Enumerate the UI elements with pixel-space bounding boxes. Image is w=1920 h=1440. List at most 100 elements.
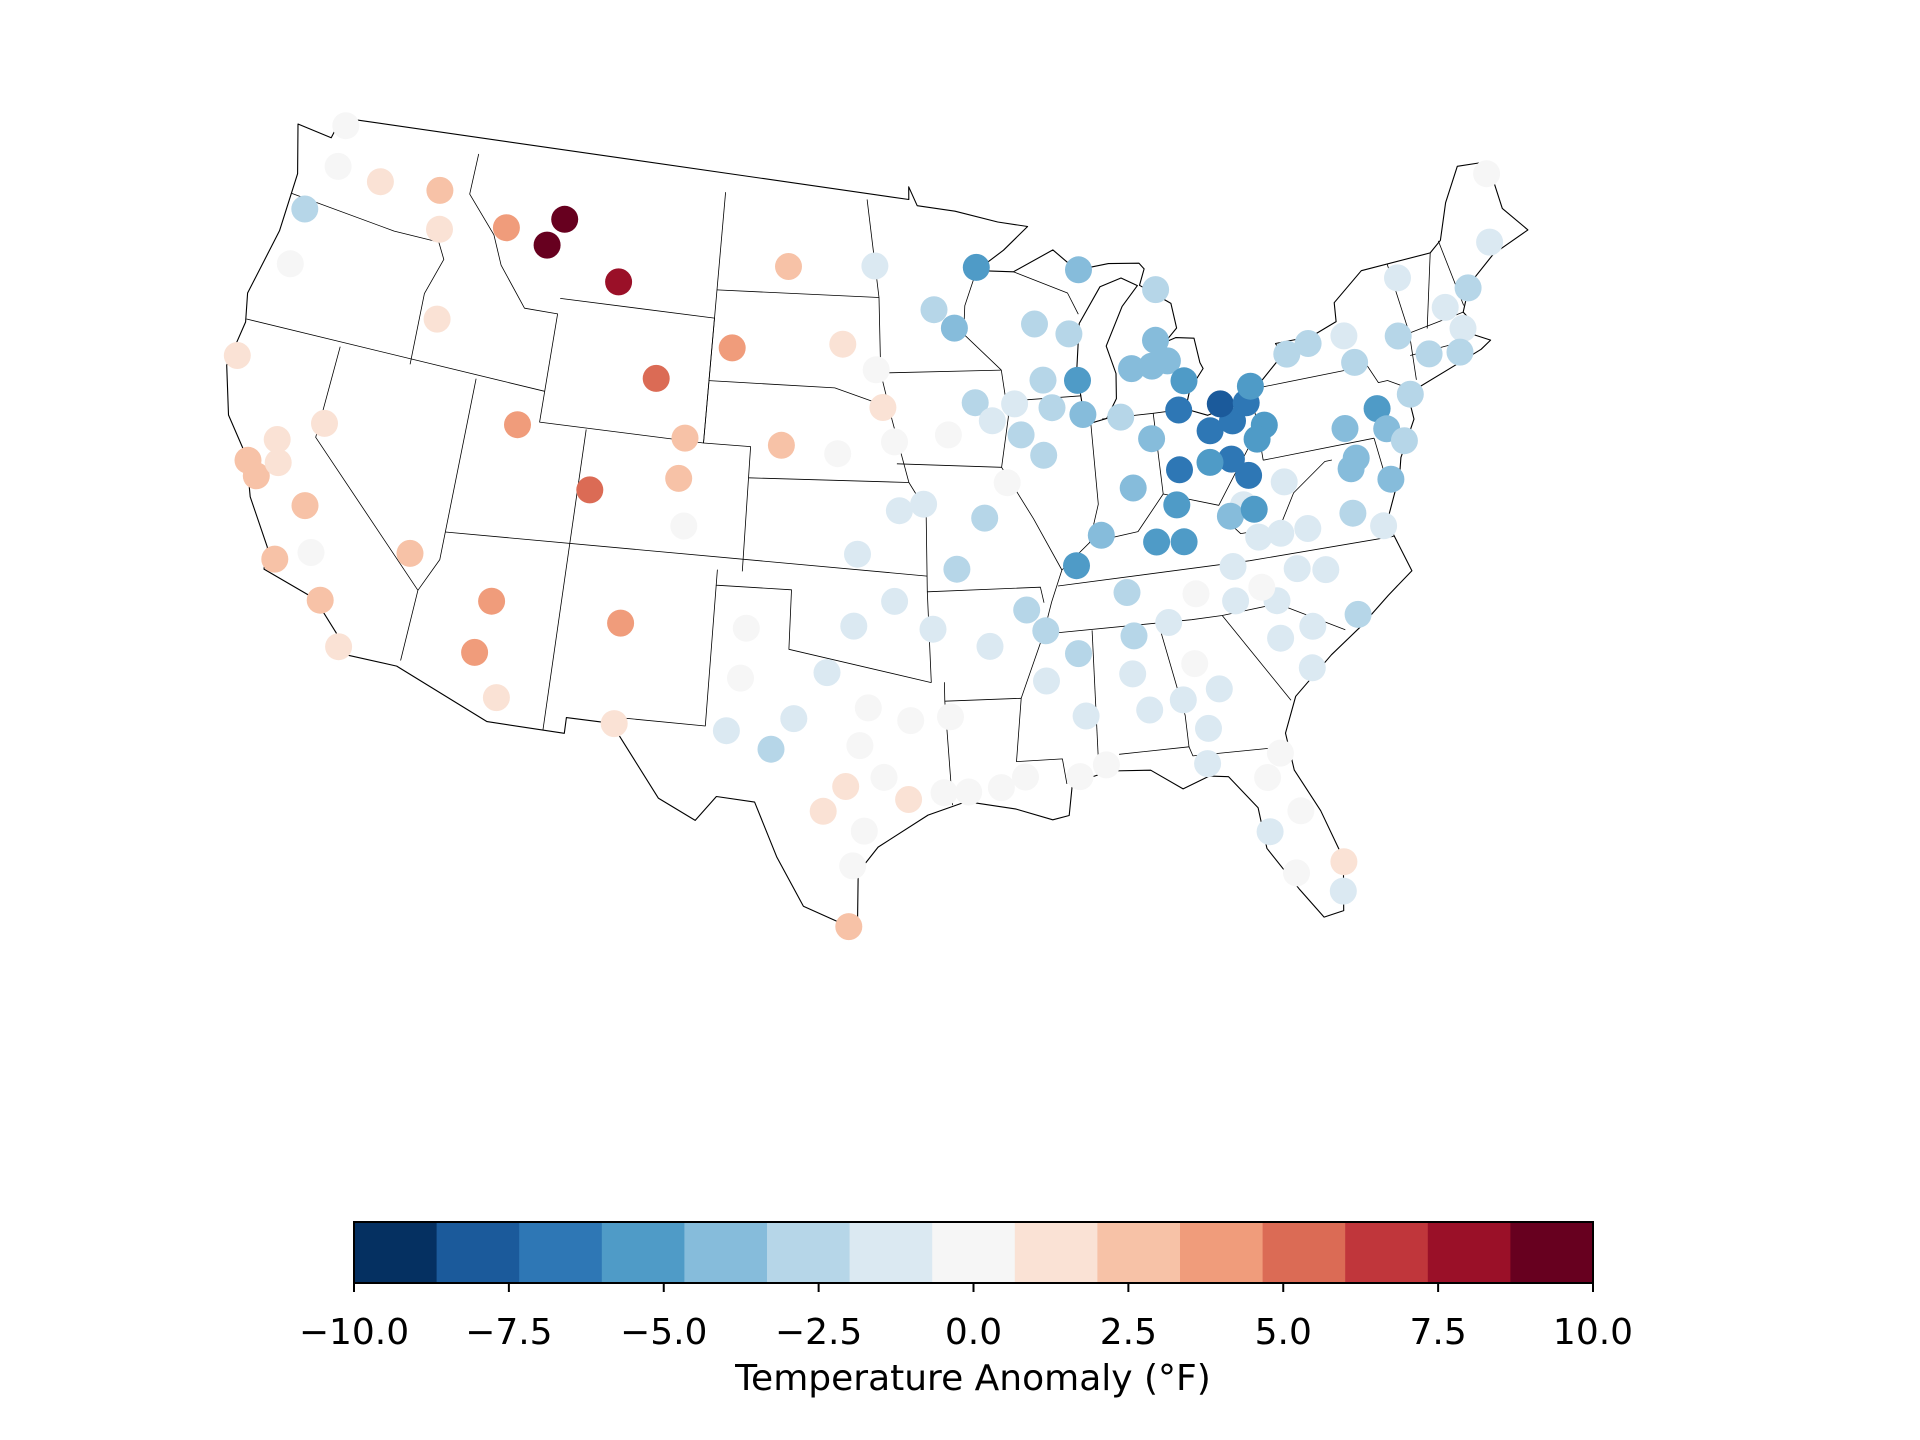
station-dot [1270,468,1298,496]
country-outline [226,117,1529,928]
state-boundary [703,442,751,572]
colorbar-segment [684,1222,768,1283]
station-dot [396,539,424,567]
station-dot [1283,859,1310,887]
station-dot [1138,425,1166,453]
station-dot [263,426,291,453]
station-dot [1219,553,1247,580]
station-dot [727,664,754,692]
station-dot [1064,366,1091,394]
state-boundary [1000,370,1068,784]
colorbar-segment [1180,1222,1264,1283]
station-dot [937,703,964,731]
station-dot [1021,310,1048,338]
station-dot [1243,425,1271,453]
station-dot [987,774,1015,802]
station-dot [1329,877,1357,905]
station-dot [1312,556,1340,584]
state-boundary [708,380,881,405]
colorbar-tick-label: 10.0 [1553,1312,1633,1353]
stations [223,112,1504,941]
colorbar-segment [849,1222,933,1283]
state-boundary [1426,252,1431,329]
basemap [226,117,1529,928]
colorbar-segment [1262,1222,1346,1283]
colorbar-tick-label: −10.0 [299,1312,409,1353]
station-dot [423,305,451,333]
station-dot [712,717,740,745]
station-dot [1066,763,1094,791]
station-dot [993,469,1021,497]
state-boundary [1091,630,1100,776]
state-boundary [1013,271,1079,315]
station-dot [605,268,633,296]
station-dot [1069,401,1097,428]
station-dot [1196,417,1224,445]
station-dot [943,555,971,583]
station-dot [1065,256,1092,284]
state-boundary [1263,437,1375,461]
station-dot [478,587,506,615]
station-dot [306,586,334,614]
station-dot [881,587,909,615]
station-dot [1206,390,1234,418]
station-dot [1337,455,1365,483]
station-dot [1113,579,1141,606]
state-boundary [1152,413,1164,495]
station-dot [576,476,604,504]
station-dot [844,540,871,568]
colorbar-segment [1345,1222,1429,1283]
station-dot [1299,612,1327,640]
colorbar-segment [932,1222,1016,1283]
station-dot [1169,686,1197,714]
station-dot [895,786,923,813]
station-dot [1165,396,1193,424]
station-dot [780,705,808,733]
station-dot [1119,660,1147,688]
station-dot [1195,714,1222,742]
station-dot [1181,650,1209,678]
station-dot [291,195,319,223]
state-boundary [469,153,558,392]
station-dot [824,440,852,468]
station-dot [1182,580,1210,608]
station-dot [311,409,338,437]
station-dot [829,330,857,358]
colorbar-label: Temperature Anomaly (°F) [734,1358,1211,1399]
station-dot [832,773,860,800]
station-dot [869,394,897,421]
station-dot [1001,390,1029,418]
station-dot [665,464,693,492]
station-dot [1287,797,1315,825]
station-dot [732,614,760,642]
station-dot [297,539,325,566]
station-dot [1266,739,1294,767]
colorbar-tick-label: −5.0 [620,1312,707,1353]
state-boundary [748,477,909,483]
station-dot [1236,372,1264,400]
state-boundary [944,697,1022,702]
state-boundary [714,192,726,319]
station-dot [264,449,292,477]
station-dot [835,913,863,941]
colorbar-tick-label: −2.5 [775,1312,862,1353]
station-dot [1032,617,1060,645]
station-dot [718,334,746,362]
station-dot [840,612,868,640]
station-dot [1473,160,1501,188]
station-dot [1055,320,1083,348]
station-dot [1294,515,1322,542]
state-boundary [609,585,717,727]
station-dot [1248,573,1276,601]
state-boundary [896,463,1002,468]
station-dot [961,389,989,417]
station-dot [671,424,699,452]
station-dot [504,411,531,439]
station-dot [839,852,867,880]
station-dot [426,215,453,243]
station-dot [1254,764,1282,791]
station-dot [1166,456,1193,484]
station-dot [1120,622,1148,650]
station-dot [325,633,353,661]
station-dot [757,735,785,763]
